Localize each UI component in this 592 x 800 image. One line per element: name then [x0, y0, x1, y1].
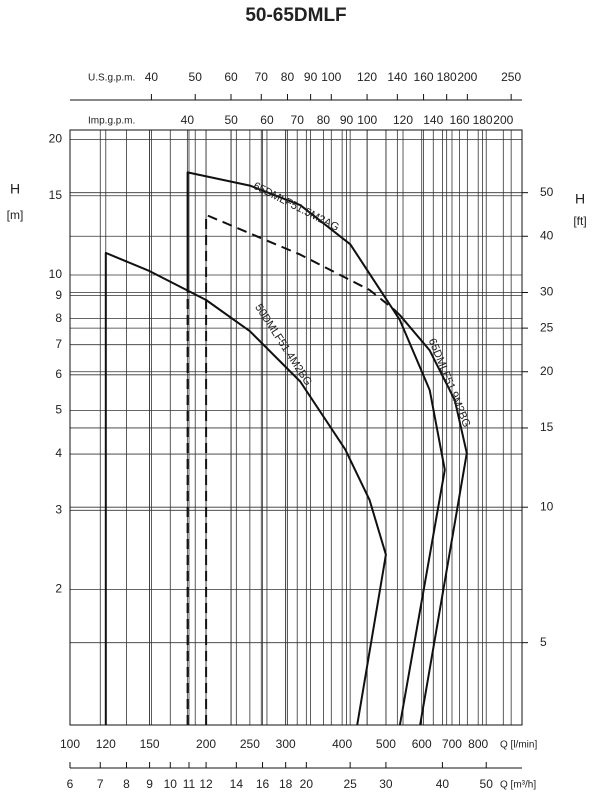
x-tick-label: 14 [230, 777, 244, 791]
x-tick-label: 7 [97, 777, 104, 791]
x-tick-label: 200 [457, 70, 477, 84]
x-tick-label: 50 [224, 113, 238, 127]
x-tick-label: 40 [436, 777, 450, 791]
y-tick-label: 9 [55, 288, 62, 302]
pump-curve [104, 251, 387, 726]
y-tick-label: 8 [55, 311, 62, 325]
x-tick-label: 120 [96, 737, 116, 751]
x-tick-label: 70 [291, 113, 305, 127]
x-tick-label: 10 [164, 777, 178, 791]
curve-label: 65DMLF51.5M2AG [251, 180, 341, 234]
y2-tick-label: 50 [540, 185, 554, 199]
pump-curve [186, 171, 446, 726]
x-tick-label: 50 [189, 70, 203, 84]
y2-tick-label: 10 [540, 499, 554, 513]
x-tick-label: 600 [412, 737, 432, 751]
x-tick-label: 80 [317, 113, 331, 127]
pump-curve [392, 308, 468, 726]
x-tick-label: 100 [60, 737, 80, 751]
x-tick-label: 150 [140, 737, 160, 751]
x4-label: Imp.g.p.m. [88, 116, 135, 127]
x-tick-label: 60 [260, 113, 274, 127]
x-tick-label: 160 [414, 70, 434, 84]
x-tick-label: 100 [357, 113, 377, 127]
y-tick-label: 6 [55, 367, 62, 381]
x-tick-label: 500 [376, 737, 396, 751]
y-tick-label: 10 [49, 267, 63, 281]
x-tick-label: 300 [276, 737, 296, 751]
y-tick-label: 3 [55, 502, 62, 516]
plot-frame [69, 129, 523, 726]
y2-unit: [ft] [573, 214, 586, 228]
x-tick-label: 250 [240, 737, 260, 751]
x-tick-label: 140 [423, 113, 443, 127]
x-tick-label: 40 [145, 70, 159, 84]
x-tick-label: 80 [281, 70, 295, 84]
x-tick-label: 25 [343, 777, 357, 791]
x-tick-label: 8 [123, 777, 130, 791]
x-tick-label: 120 [357, 70, 377, 84]
x-tick-label: 120 [393, 113, 413, 127]
x-tick-label: 12 [199, 777, 213, 791]
x-tick-label: 250 [501, 70, 521, 84]
x-tick-label: 40 [181, 113, 195, 127]
x-tick-label: 160 [449, 113, 469, 127]
curve-label: 65DMLF51.9M2BG [426, 337, 473, 429]
chart-title: 50-65DMLF [245, 5, 346, 26]
x-tick-label: 100 [321, 70, 341, 84]
y2-tick-label: 30 [540, 285, 554, 299]
y-tick-label: 2 [55, 582, 62, 596]
pump-curve [205, 213, 395, 725]
x-tick-label: 20 [300, 777, 314, 791]
x-tick-label: 180 [473, 113, 493, 127]
x-tick-label: 60 [224, 70, 238, 84]
x-tick-label: 9 [146, 777, 153, 791]
x-tick-label: 800 [468, 737, 488, 751]
y-tick-label: 20 [49, 132, 63, 146]
y2-tick-label: 20 [540, 364, 554, 378]
x-tick-label: 200 [493, 113, 513, 127]
x-tick-label: 90 [340, 113, 354, 127]
x-tick-label: 11 [183, 777, 196, 791]
x-tick-label: 16 [256, 777, 270, 791]
x-tick-label: 30 [379, 777, 393, 791]
y2-tick-label: 5 [540, 635, 547, 649]
x-tick-label: 140 [387, 70, 407, 84]
y-unit: [m] [7, 208, 24, 222]
x-tick-label: 50 [480, 777, 494, 791]
y-tick-label: 4 [55, 446, 62, 460]
y2-tick-label: 25 [540, 320, 554, 334]
x-tick-label: 400 [332, 737, 352, 751]
x-tick-label: 18 [279, 777, 293, 791]
y2-tick-label: 40 [540, 228, 554, 242]
y-tick-label: 7 [55, 337, 62, 351]
x-label: Q [l/min] [500, 740, 537, 751]
x-tick-label: 180 [437, 70, 457, 84]
x-tick-label: 6 [67, 777, 74, 791]
x-tick-label: 90 [304, 70, 318, 84]
y-tick-label: 15 [49, 188, 63, 202]
x3-label: U.S.g.p.m. [88, 73, 135, 84]
y-tick-label: 5 [55, 403, 62, 417]
y2-label: H [575, 191, 585, 207]
y-label: H [10, 181, 20, 197]
y2-tick-label: 15 [540, 420, 554, 434]
x-tick-label: 200 [196, 737, 216, 751]
x2-label: Q [m³/h] [500, 780, 536, 791]
x-tick-label: 70 [255, 70, 269, 84]
x-tick-label: 700 [442, 737, 462, 751]
